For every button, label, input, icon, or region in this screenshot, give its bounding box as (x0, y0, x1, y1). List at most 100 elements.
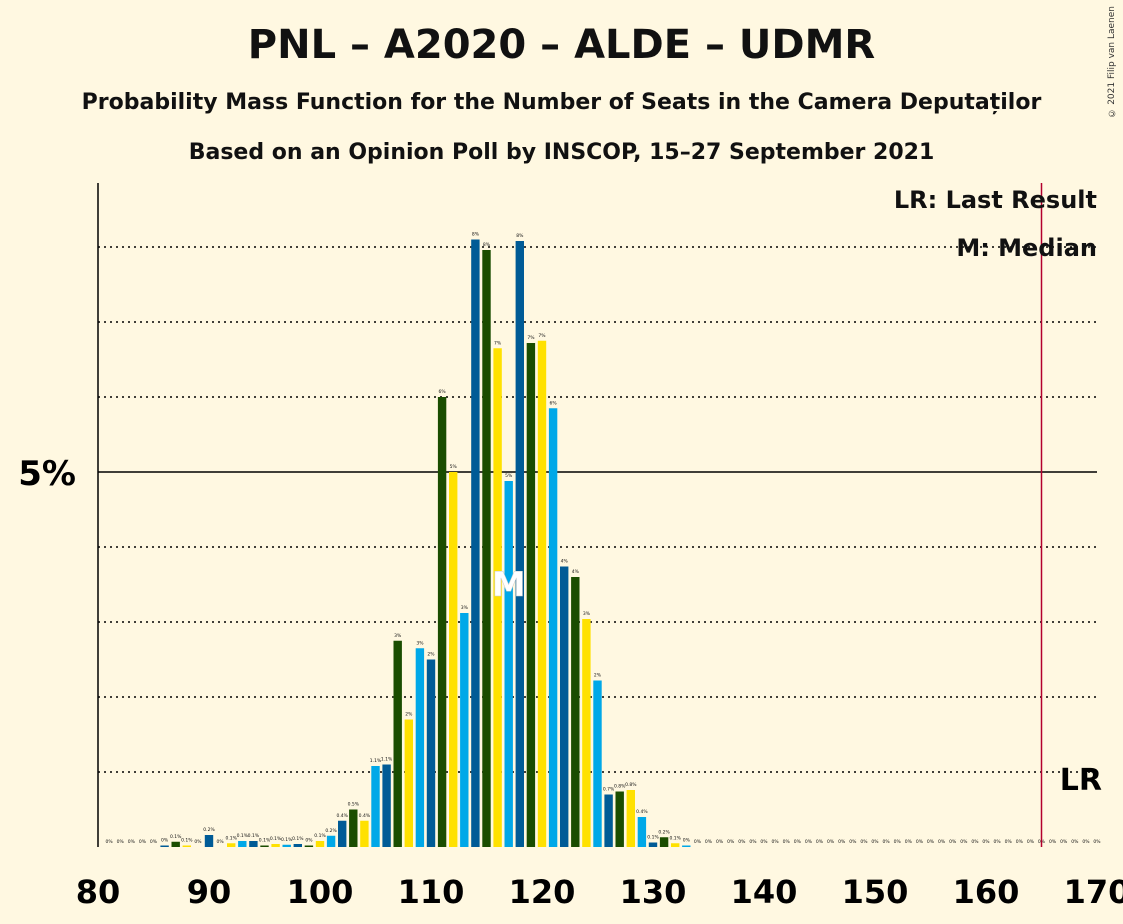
bar-seat-113 (460, 613, 469, 847)
bar-value-label: 0% (816, 839, 824, 845)
bar-seat-101 (326, 835, 336, 847)
bar-seat-102 (338, 820, 347, 847)
bar-value-label: 0% (683, 838, 691, 844)
bar-seat-108 (404, 719, 413, 847)
bar-value-label: 0.2% (203, 827, 215, 833)
bar-seat-90 (204, 835, 214, 847)
bar-value-label: 7% (494, 340, 502, 346)
bar-seat-131 (659, 837, 669, 847)
bar-value-label: 0% (738, 839, 746, 845)
bar-value-label: 0% (994, 839, 1002, 845)
y-tick-label: 5% (18, 454, 76, 494)
bar-seat-114 (471, 239, 480, 847)
bar-value-label: 0% (916, 839, 924, 845)
bar-value-label: 0% (705, 839, 713, 845)
x-tick-label: 170 (1064, 873, 1123, 911)
bar-seat-126 (604, 794, 613, 847)
bar-value-label: 0.1% (181, 838, 193, 844)
bar-value-label: 0.1% (270, 836, 282, 842)
bar-seat-133 (682, 845, 691, 847)
bar-value-label: 0% (849, 839, 857, 845)
bar-seat-127 (615, 791, 624, 847)
bar-value-label: 1.1% (381, 757, 393, 763)
x-tick-label: 160 (953, 873, 1020, 911)
bar-value-label: 0% (905, 839, 913, 845)
bar-value-label: 0% (305, 838, 313, 844)
bar-value-label: 0.4% (359, 813, 371, 819)
x-tick-label: 90 (187, 873, 232, 911)
bar-value-label: 4% (572, 569, 580, 575)
bar-value-label: 0.1% (225, 835, 237, 841)
bar-seat-118 (515, 241, 524, 847)
bar-seat-96 (271, 844, 280, 847)
bar-seat-92 (227, 843, 236, 847)
bar-value-label: 2% (427, 652, 435, 658)
bar-value-label: 0% (1049, 839, 1057, 845)
bar-value-label: 0% (805, 839, 813, 845)
bar-seat-123 (571, 577, 580, 847)
bar-seat-128 (626, 790, 635, 847)
bar-value-label: 0.4% (636, 809, 648, 815)
bar-value-label: 0.1% (237, 833, 249, 839)
bar-value-label: 0.1% (259, 838, 271, 844)
bar-seat-121 (548, 408, 558, 847)
bar-value-label: 3% (394, 633, 402, 639)
bar-seat-124 (582, 619, 591, 847)
legend-last-result: LR: Last Result (893, 186, 1097, 214)
bar-value-label: 0% (139, 839, 147, 845)
bar-value-label: 4% (561, 559, 569, 565)
chart-subtitle: Probability Mass Function for the Number… (81, 90, 1042, 115)
bar-seat-116 (493, 348, 502, 847)
bar-seat-110 (426, 659, 436, 847)
bar-value-label: 2% (405, 712, 413, 718)
bar-seat-103 (349, 809, 358, 847)
bar-value-label: 2% (594, 673, 602, 679)
bar-seat-95 (260, 845, 269, 847)
bar-value-label: 0.1% (292, 836, 304, 842)
x-tick-label: 110 (398, 873, 465, 911)
bar-value-label: 0% (194, 839, 202, 845)
bar-value-label: 3% (461, 605, 469, 611)
bar-value-label: 0% (150, 839, 158, 845)
bar-value-label: 0% (927, 839, 935, 845)
bar-seat-115 (482, 250, 491, 847)
bar-seat-105 (371, 766, 380, 847)
x-tick-label: 140 (731, 873, 798, 911)
bar-value-label: 7% (538, 333, 546, 339)
bar-value-label: 0.1% (647, 835, 659, 841)
bar-value-label: 0% (794, 839, 802, 845)
bar-seat-104 (360, 820, 369, 847)
bar-value-label: 0% (971, 839, 979, 845)
x-tick-label: 100 (287, 873, 354, 911)
bar-value-label: 3% (583, 611, 591, 617)
bar-seat-125 (593, 680, 602, 847)
bar-value-label: 1.1% (370, 758, 382, 764)
bar-value-label: 5% (505, 473, 513, 479)
bar-value-label: 0% (1027, 839, 1035, 845)
bar-value-label: 0% (106, 839, 114, 845)
x-tick-label: 120 (509, 873, 576, 911)
x-tick-label: 130 (620, 873, 687, 911)
bar-value-label: 0.5% (348, 802, 360, 808)
bar-value-label: 0% (1005, 839, 1013, 845)
bar-value-label: 0.2% (658, 829, 670, 835)
bar-value-label: 0% (1082, 839, 1090, 845)
bar-seat-106 (382, 764, 391, 847)
legend-median: M: Median (956, 234, 1097, 262)
bar-value-label: 0.1% (281, 837, 293, 843)
bar-seat-132 (671, 843, 680, 847)
bar-seat-100 (315, 841, 325, 847)
bar-value-label: 8% (516, 233, 524, 239)
bar-seat-120 (537, 340, 547, 847)
bar-value-label: 0% (894, 839, 902, 845)
bar-value-label: 8% (483, 242, 491, 248)
bar-seat-93 (238, 841, 247, 847)
bar-seat-87 (171, 841, 180, 847)
bar-value-label: 0% (217, 839, 225, 845)
bar-value-label: 6% (550, 400, 558, 406)
bar-value-label: 6% (439, 389, 447, 395)
chart-title: PNL – A2020 – ALDE – UDMR (247, 22, 876, 68)
bar-value-label: 0% (1060, 839, 1068, 845)
last-result-marker: LR (1060, 763, 1102, 798)
chart-subtitle-poll: Based on an Opinion Poll by INSCOP, 15–2… (188, 140, 935, 165)
